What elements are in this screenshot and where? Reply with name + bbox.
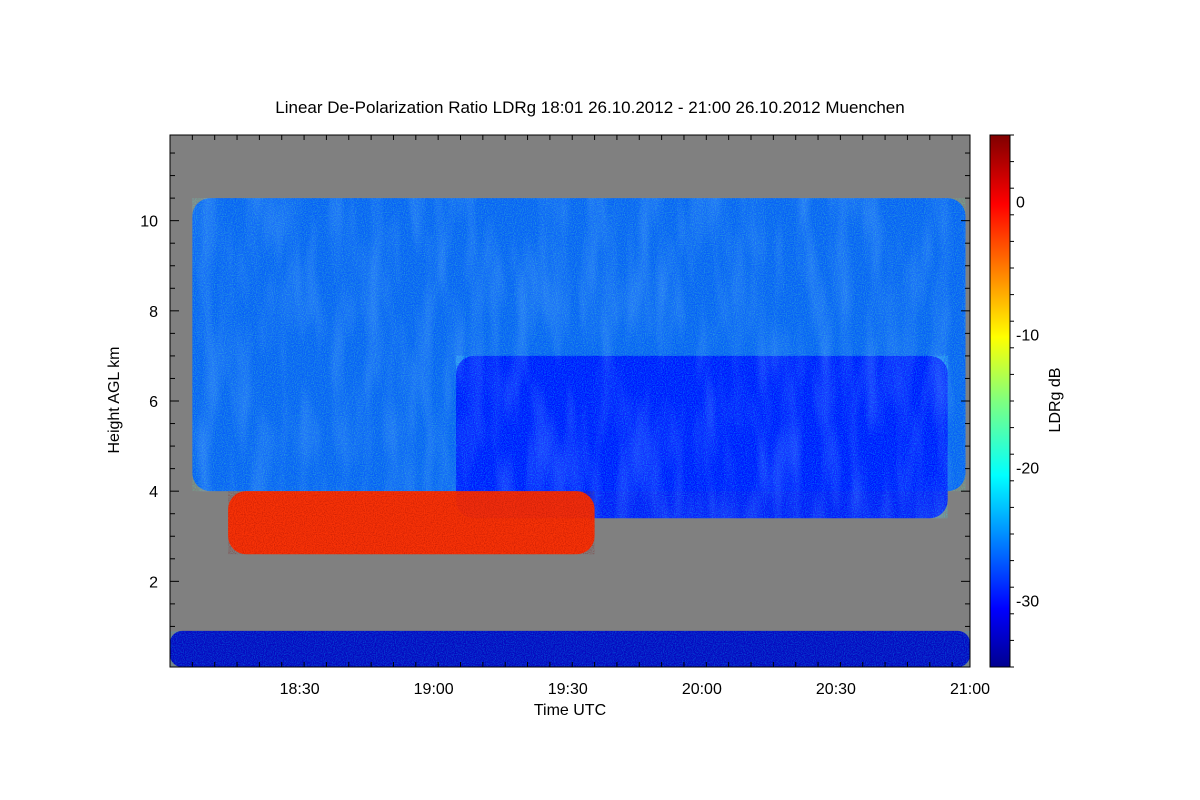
colorbar-tick-label: 0 [1016,195,1025,212]
feature-grain [228,491,595,555]
feature-3 [170,630,970,667]
x-tick-label: 20:00 [682,681,722,698]
x-tick-label: 20:30 [816,681,856,698]
x-tick-label: 19:00 [414,681,454,698]
x-axis: 18:30 19:00 19:30 20:00 20:30 21:00 [169,135,990,698]
heatmap-area [170,135,970,667]
y-tick-label: 8 [149,304,158,321]
y-axis-label: Height AGL km [106,346,123,453]
feature-grain [170,630,970,667]
colorbar-tick-label: -10 [1016,328,1039,345]
colorbar [989,134,1011,668]
colorbar-tick-label: -20 [1016,461,1039,478]
x-tick-label: 19:30 [548,681,588,698]
y-tick-label: 10 [140,214,158,231]
colorbar-label: LDRg dB [1047,368,1064,433]
chart-title: Linear De-Polarization Ratio LDRg 18:01 … [275,98,904,117]
y-tick-label: 4 [149,484,158,501]
feature-2 [228,491,595,555]
y-tick-label: 2 [149,574,158,591]
colorbar-ticks: 0 -10 -20 -30 [1010,134,1039,668]
colorbar-tick-label: -30 [1016,594,1039,611]
x-tick-label: 18:30 [280,681,320,698]
x-axis-label: Time UTC [534,702,606,719]
x-tick-label: 21:00 [950,681,990,698]
y-tick-label: 6 [149,394,158,411]
y-axis: 2 4 6 8 10 [140,152,970,627]
feature-1 [456,355,948,519]
